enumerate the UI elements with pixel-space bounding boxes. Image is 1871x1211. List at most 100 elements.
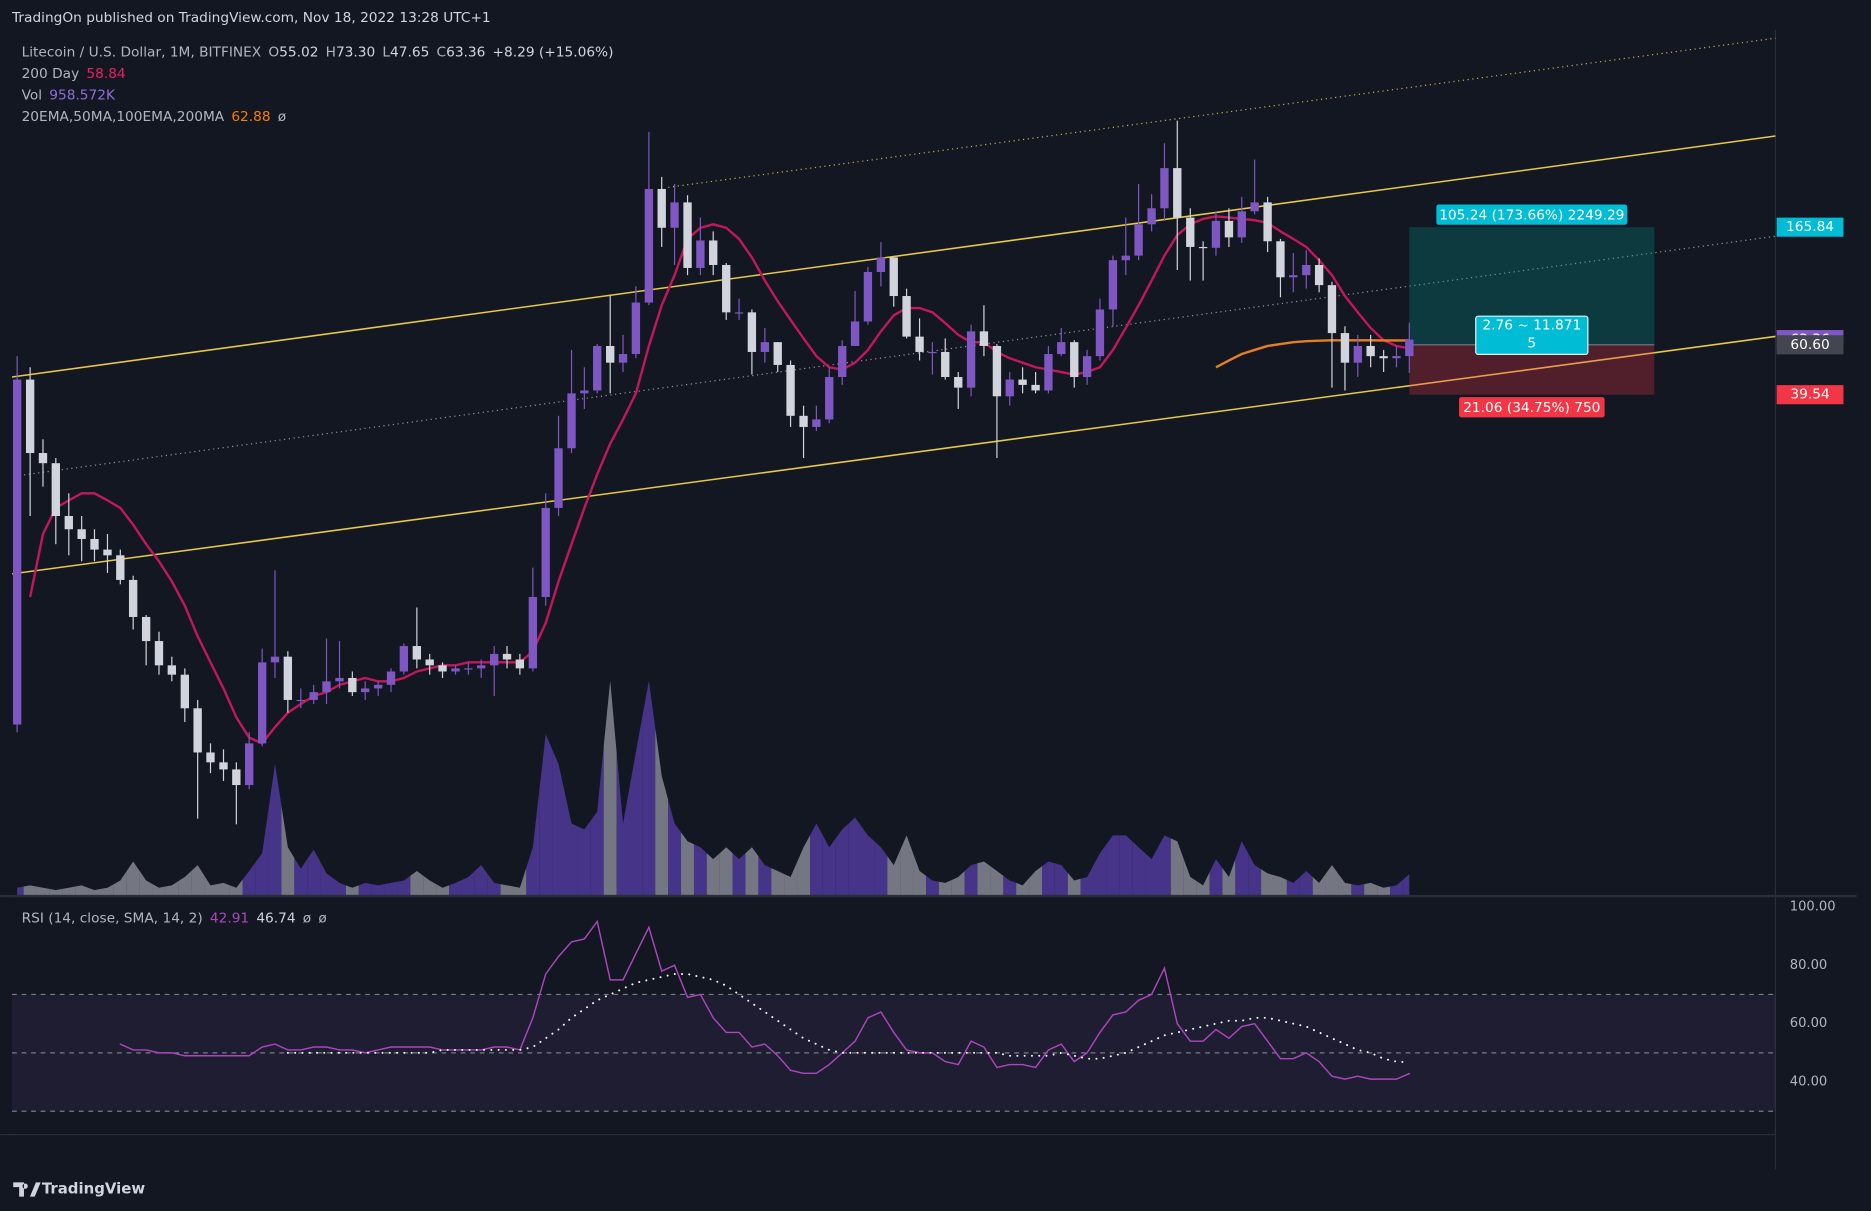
candle-body bbox=[38, 453, 48, 464]
moving-average bbox=[1215, 339, 1410, 369]
volume-bar bbox=[1003, 875, 1017, 895]
price-label-box bbox=[1776, 335, 1844, 355]
candle-body bbox=[992, 345, 1002, 397]
candle-body bbox=[1198, 246, 1208, 249]
volume-bar bbox=[809, 823, 823, 895]
volume-bar bbox=[1196, 872, 1210, 895]
candle-body bbox=[1379, 356, 1388, 359]
candle-body bbox=[838, 345, 847, 378]
trend-line bbox=[11, 135, 1776, 378]
volume-bar bbox=[655, 728, 669, 895]
change: +8.29 (+15.06%) bbox=[493, 44, 614, 60]
volume-bar bbox=[62, 886, 76, 895]
candle-body bbox=[141, 616, 151, 642]
candle-body bbox=[1134, 224, 1143, 256]
ohlc-key: C bbox=[436, 44, 446, 60]
candle-body bbox=[128, 579, 138, 617]
volume-bar bbox=[436, 884, 450, 895]
volume-bar bbox=[165, 881, 179, 895]
candle-body bbox=[283, 656, 293, 700]
drawings bbox=[11, 37, 1776, 575]
candle-body bbox=[799, 415, 808, 427]
volume-bar bbox=[1067, 872, 1081, 895]
volume-bar bbox=[951, 871, 965, 895]
candle-body bbox=[1018, 379, 1027, 385]
candle-body bbox=[348, 677, 357, 693]
indicator-extra: ø bbox=[278, 109, 286, 125]
ohlc-key: L bbox=[382, 44, 390, 60]
candle-body bbox=[374, 684, 383, 689]
candle-body bbox=[954, 377, 963, 388]
candle-body bbox=[490, 653, 499, 666]
footer-logo[interactable]: TradingView bbox=[13, 1180, 145, 1198]
volume-bar bbox=[191, 865, 205, 895]
volume-bar bbox=[990, 866, 1004, 895]
volume-bar bbox=[1261, 869, 1275, 895]
indicator-value: 42.91 bbox=[210, 911, 249, 927]
volume-bar bbox=[216, 882, 230, 895]
volume-bar bbox=[977, 861, 991, 895]
indicator-name: 200 Day bbox=[22, 66, 80, 82]
candle-body bbox=[1327, 285, 1337, 334]
ohlc-value: 47.65 bbox=[390, 44, 429, 60]
volume-bar bbox=[88, 887, 101, 895]
candle-body bbox=[361, 688, 370, 693]
candle-body bbox=[657, 188, 666, 228]
candle-body bbox=[966, 331, 976, 388]
candle-body bbox=[1263, 202, 1272, 242]
indicator-value: 62.88 bbox=[231, 109, 270, 125]
indicator-extra: ø bbox=[318, 911, 326, 927]
label-box bbox=[1459, 397, 1605, 418]
candle-body bbox=[232, 769, 241, 786]
candle-body bbox=[1173, 168, 1182, 218]
candle-body bbox=[915, 336, 924, 352]
rsi-tick-label: 80.00 bbox=[1790, 958, 1828, 973]
volume-bar bbox=[1119, 835, 1133, 895]
volume-bar bbox=[565, 793, 578, 895]
rsi-legend: RSI (14, close, SMA, 14, 2) 42.91 46.74 ø ø bbox=[22, 911, 327, 927]
price-label: 165.84 bbox=[1786, 219, 1834, 235]
volume-bar bbox=[281, 805, 295, 895]
volume-bar bbox=[49, 888, 63, 895]
candle-body bbox=[567, 393, 576, 449]
volume-bar bbox=[552, 749, 566, 895]
candle-body bbox=[812, 419, 821, 427]
volume-bar bbox=[938, 879, 952, 895]
candle-body bbox=[103, 549, 112, 556]
candle-body bbox=[631, 302, 641, 355]
ohlc-key: O bbox=[268, 44, 279, 60]
candle-body bbox=[773, 342, 782, 365]
volume-bar bbox=[822, 835, 836, 895]
candle-body bbox=[876, 257, 886, 273]
volume-bar bbox=[139, 871, 153, 895]
volume-bar bbox=[23, 885, 37, 895]
entry-label: 2.76 ~ 11.871 bbox=[1482, 318, 1581, 334]
candle-body bbox=[1353, 345, 1362, 363]
candle-body bbox=[541, 507, 550, 597]
candle-body bbox=[425, 659, 434, 666]
volume-bar bbox=[745, 847, 759, 895]
volume-bar bbox=[642, 680, 656, 895]
volume-bar bbox=[681, 832, 694, 895]
candle-body bbox=[850, 321, 860, 346]
candle-body bbox=[438, 665, 447, 672]
candle-body bbox=[193, 708, 202, 753]
target-label: 105.24 (173.66%) 2249.29 bbox=[1439, 207, 1624, 223]
volume-bar bbox=[1235, 841, 1249, 895]
candle-body bbox=[1082, 356, 1092, 378]
indicator-value: 58.84 bbox=[86, 66, 125, 82]
volume-bar bbox=[616, 752, 630, 895]
candle-body bbox=[451, 668, 460, 672]
volume-bar bbox=[17, 886, 24, 895]
candle-body bbox=[580, 390, 589, 394]
indicator-name: Vol bbox=[22, 87, 43, 103]
candle-body bbox=[1031, 384, 1040, 391]
candle-body bbox=[1224, 220, 1234, 238]
volume-bar bbox=[1338, 874, 1352, 895]
volume-bar bbox=[1274, 875, 1287, 895]
candle-body bbox=[722, 264, 731, 313]
price-label: 60.60 bbox=[1790, 337, 1829, 353]
volume-bar bbox=[126, 861, 140, 895]
candle-body bbox=[335, 677, 344, 682]
candle-body bbox=[270, 656, 280, 663]
